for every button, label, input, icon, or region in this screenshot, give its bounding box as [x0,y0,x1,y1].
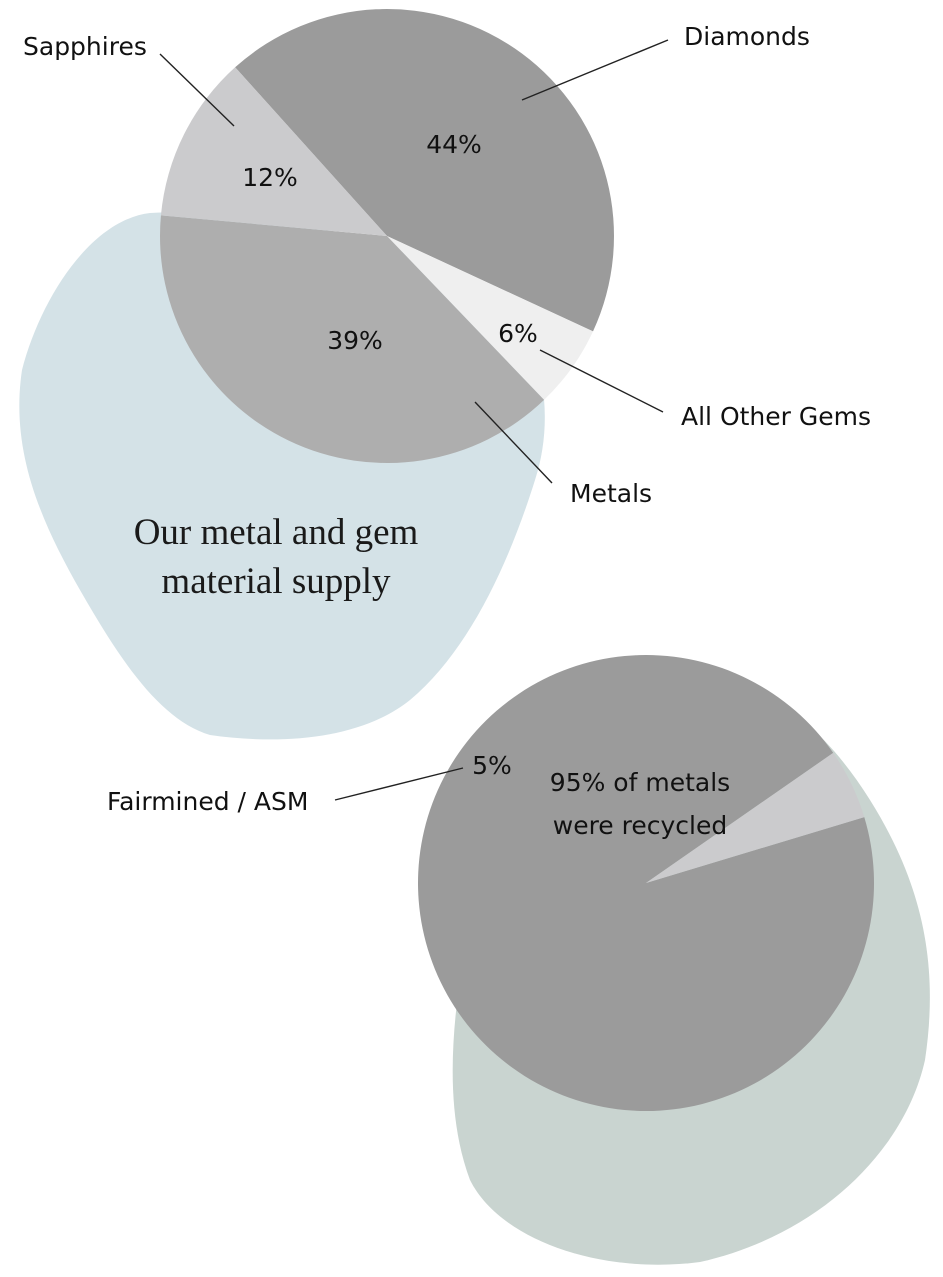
value-label-recycled-line1: 95% of metals [550,768,730,797]
value-label-all-other-gems: 6% [498,319,538,348]
chart-title-line2: material supply [161,561,391,602]
value-label-diamonds: 44% [426,130,482,159]
label-metals: Metals [570,479,652,508]
value-label-fairmined: 5% [472,751,512,780]
label-fairmined-asm: Fairmined / ASM [107,787,308,816]
leader-line-diamonds [522,40,668,100]
label-all-other-gems: All Other Gems [681,402,871,431]
value-label-recycled-line2: were recycled [553,811,727,840]
value-label-metals: 39% [327,326,383,355]
pie-chart-metals-recycled [418,655,874,1111]
chart-title-line1: Our metal and gem [134,512,419,553]
pie-slice-recycled-metals [418,655,874,1111]
label-sapphires: Sapphires [23,32,147,61]
value-label-sapphires: 12% [242,163,298,192]
label-diamonds: Diamonds [684,22,810,51]
pie-chart-material-supply [160,9,614,463]
